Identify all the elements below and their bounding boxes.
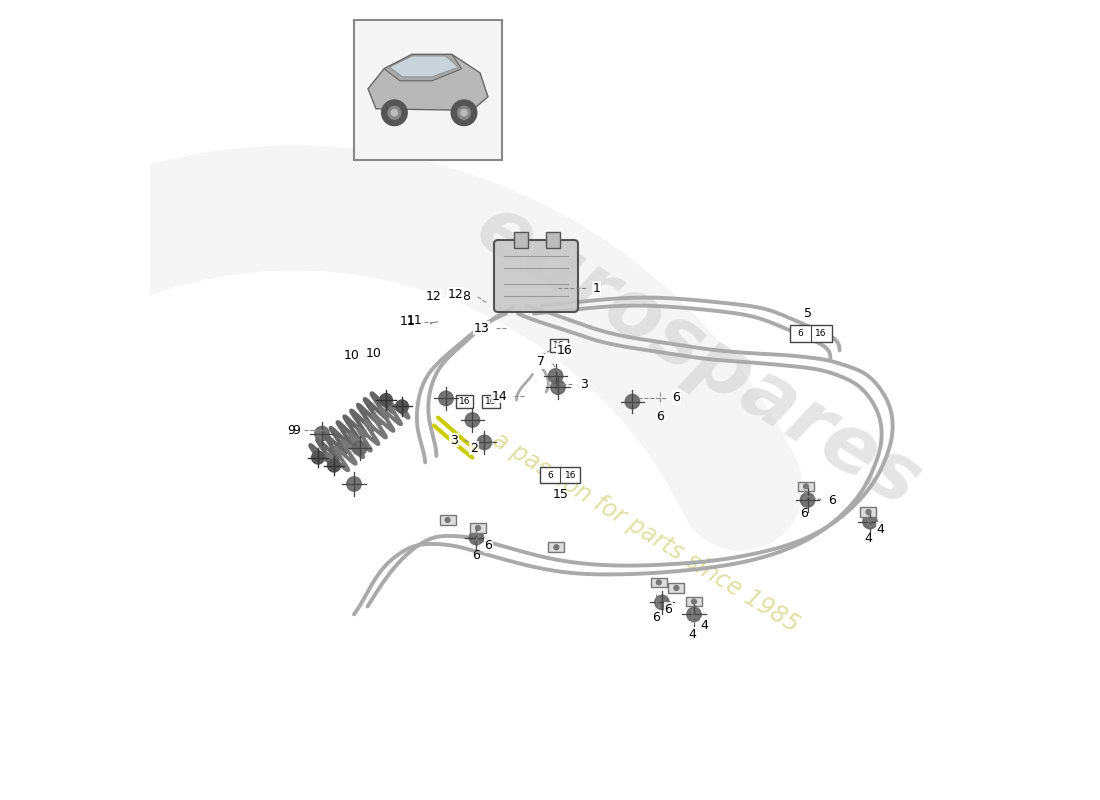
Bar [686, 597, 702, 606]
Text: 1: 1 [593, 282, 601, 294]
Polygon shape [384, 54, 462, 81]
Circle shape [388, 106, 400, 119]
Text: 5: 5 [804, 307, 812, 320]
Text: 6: 6 [657, 410, 664, 422]
Polygon shape [368, 54, 488, 110]
Bar [669, 583, 684, 593]
Text: 6: 6 [664, 603, 672, 616]
Circle shape [346, 477, 361, 491]
Circle shape [446, 518, 450, 522]
Circle shape [328, 459, 340, 472]
Text: 6: 6 [801, 507, 808, 520]
Text: 3: 3 [581, 378, 589, 390]
Circle shape [866, 510, 871, 514]
Bar [470, 523, 486, 533]
Text: 4: 4 [701, 619, 708, 632]
Text: 9: 9 [288, 424, 296, 437]
Bar [798, 482, 814, 491]
Text: 9: 9 [293, 424, 300, 437]
Text: 16: 16 [459, 397, 470, 406]
Circle shape [477, 435, 492, 450]
Text: 16: 16 [815, 329, 827, 338]
Bar [455, 395, 473, 408]
Circle shape [804, 484, 808, 489]
Circle shape [862, 514, 877, 529]
Circle shape [382, 100, 407, 126]
Text: 6: 6 [484, 539, 493, 552]
Bar [651, 578, 667, 587]
Text: 16: 16 [553, 341, 564, 350]
Bar [860, 507, 877, 517]
Circle shape [439, 391, 453, 406]
Text: 10: 10 [366, 347, 382, 360]
Circle shape [625, 394, 639, 409]
Circle shape [654, 595, 669, 610]
Circle shape [315, 426, 329, 441]
Circle shape [551, 380, 565, 394]
Text: 4: 4 [865, 532, 872, 545]
Bar [550, 339, 568, 352]
Text: 8: 8 [462, 290, 470, 302]
Text: 6: 6 [672, 391, 680, 404]
Bar [540, 467, 581, 483]
Text: 2: 2 [470, 442, 478, 454]
Circle shape [458, 106, 471, 119]
Circle shape [686, 607, 701, 622]
Text: 6: 6 [652, 611, 660, 624]
Text: 11: 11 [406, 314, 422, 326]
Circle shape [475, 526, 481, 530]
Text: 16: 16 [564, 470, 576, 480]
Text: 7: 7 [537, 355, 546, 368]
Bar [546, 232, 560, 248]
Text: 6: 6 [473, 549, 481, 562]
Circle shape [461, 110, 468, 116]
Text: eurospares: eurospares [462, 188, 935, 524]
Circle shape [465, 413, 480, 427]
Bar [549, 542, 564, 552]
Circle shape [470, 530, 484, 545]
Text: 16: 16 [485, 397, 496, 406]
Circle shape [549, 369, 563, 383]
Text: 14: 14 [492, 390, 507, 402]
Circle shape [379, 394, 393, 406]
Bar [354, 20, 502, 160]
Bar [514, 232, 528, 248]
Circle shape [657, 580, 661, 585]
Circle shape [674, 586, 679, 590]
Circle shape [554, 545, 559, 550]
Bar [790, 325, 832, 342]
Text: a passion for parts since 1985: a passion for parts since 1985 [488, 427, 804, 637]
Text: 15: 15 [552, 488, 569, 501]
Circle shape [352, 441, 366, 455]
Text: 12: 12 [448, 288, 463, 301]
Text: 6: 6 [828, 494, 836, 506]
Text: 10: 10 [343, 350, 360, 362]
Circle shape [396, 400, 408, 413]
Text: 6: 6 [798, 329, 803, 338]
FancyBboxPatch shape [494, 240, 578, 312]
Circle shape [801, 493, 815, 507]
Text: 12: 12 [426, 290, 441, 302]
Polygon shape [389, 56, 459, 77]
Text: 6: 6 [548, 470, 553, 480]
Text: 4: 4 [877, 523, 884, 536]
Text: 16: 16 [557, 344, 572, 357]
Text: 11: 11 [400, 315, 416, 328]
Bar [440, 515, 455, 525]
Bar [482, 395, 499, 408]
Circle shape [311, 451, 324, 464]
Circle shape [451, 100, 476, 126]
Circle shape [392, 110, 397, 116]
Text: 13: 13 [473, 322, 490, 334]
Circle shape [692, 599, 696, 604]
Text: 4: 4 [689, 628, 696, 641]
Text: 3: 3 [450, 434, 458, 446]
